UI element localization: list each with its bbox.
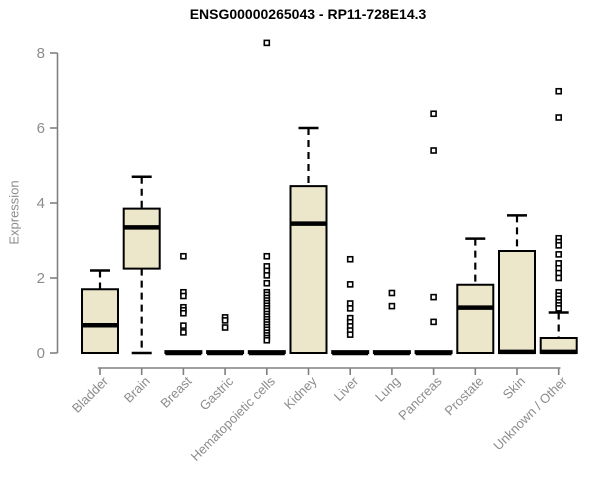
x-category-label: Skin: [500, 374, 528, 402]
outlier-point: [555, 251, 563, 258]
outlier-point: [180, 309, 187, 317]
outlier-point: [263, 279, 271, 287]
x-category-label: Bladder: [69, 373, 112, 416]
box-brain: [122, 207, 161, 270]
y-tick-label: 0: [37, 345, 45, 362]
outlier-point: [263, 252, 271, 260]
outlier-point: [430, 293, 437, 301]
x-category-label: Unknown / Other: [490, 373, 570, 453]
outlier-point: [263, 39, 271, 47]
outlier-point: [221, 317, 229, 324]
box-skin: [498, 250, 536, 354]
chart-title: ENSG00000265043 - RP11-728E14.3: [189, 6, 427, 22]
x-category-label: Brain: [121, 374, 153, 406]
outlier-point: [346, 331, 354, 338]
box-prostate: [456, 283, 495, 354]
outlier-point: [555, 274, 563, 282]
outlier-point: [180, 252, 187, 260]
box-kidney: [289, 185, 328, 354]
outlier-point: [180, 292, 187, 300]
x-category-label: Gastric: [197, 373, 237, 413]
outlier-point: [346, 305, 354, 312]
outlier-point: [221, 324, 229, 331]
outlier-point: [263, 272, 271, 279]
y-axis-label: Expression: [6, 180, 22, 245]
outlier-point: [555, 242, 563, 249]
outlier-point: [555, 305, 563, 312]
outlier-point: [346, 281, 354, 288]
y-tick-label: 8: [37, 45, 45, 62]
outlier-point: [346, 255, 354, 263]
outlier-point: [555, 87, 563, 95]
x-category-label: Breast: [157, 373, 194, 410]
y-tick-label: 4: [37, 195, 45, 212]
outlier-point: [430, 147, 437, 154]
outlier-point: [388, 289, 396, 297]
x-category-label: Prostate: [442, 374, 487, 419]
x-category-label: Kidney: [281, 373, 320, 412]
outlier-point: [180, 322, 187, 329]
outlier-point: [430, 110, 437, 118]
outlier-point: [430, 318, 437, 326]
outlier-point: [263, 336, 271, 344]
y-tick-label: 6: [37, 120, 45, 137]
outlier-point: [555, 114, 563, 121]
outlier-point: [388, 302, 396, 310]
y-tick-label: 2: [37, 270, 45, 287]
outlier-point: [180, 329, 187, 336]
x-category-label: Liver: [331, 373, 362, 404]
box-bladder: [81, 288, 119, 354]
x-category-label: Pancreas: [395, 373, 445, 423]
x-category-label: Lung: [372, 374, 403, 405]
